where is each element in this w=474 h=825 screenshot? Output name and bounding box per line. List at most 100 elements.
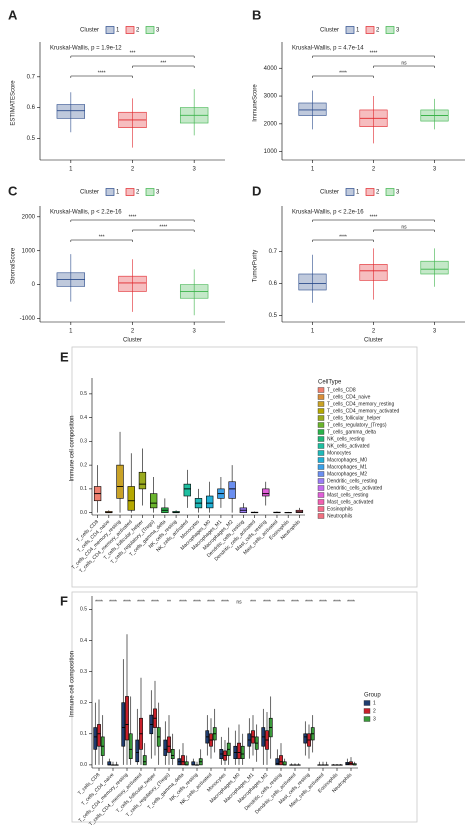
x-tick-label: 2 bbox=[131, 329, 135, 335]
y-axis-label: Immune cell composition bbox=[70, 651, 76, 717]
y-tick-label: 0.0 bbox=[80, 510, 87, 516]
legend-label: 2 bbox=[376, 190, 380, 196]
box bbox=[282, 761, 287, 766]
annotation: Kruskal-Wallis, p < 2.2e-16 bbox=[50, 210, 122, 216]
legend-swatch bbox=[105, 26, 115, 34]
legend-swatch bbox=[345, 188, 355, 196]
legend-swatch bbox=[363, 716, 371, 722]
x-tick-label: 1 bbox=[69, 329, 73, 335]
y-tick-label: 0.6 bbox=[269, 281, 278, 287]
box bbox=[125, 696, 129, 741]
y-axis-label: ESTIMATEScore bbox=[11, 80, 17, 126]
box bbox=[228, 481, 236, 499]
box bbox=[206, 495, 214, 509]
legend-label: Dendritic_cells_resting bbox=[327, 478, 378, 484]
legend-label: T_cells_CD4_memory_activated bbox=[327, 408, 399, 414]
box bbox=[237, 742, 241, 759]
x-axis-label: Cluster bbox=[364, 338, 383, 344]
legend-swatch bbox=[125, 26, 135, 34]
legend-title: Group bbox=[364, 693, 381, 699]
y-tick-label: 1000 bbox=[264, 149, 278, 155]
y-tick-label: 2000 bbox=[22, 214, 36, 220]
comparison-bracket bbox=[312, 75, 374, 78]
panel-label: D bbox=[252, 183, 261, 198]
comparison-bracket bbox=[373, 65, 435, 68]
box bbox=[138, 471, 147, 490]
legend-swatch bbox=[317, 429, 325, 435]
significance-label: *** bbox=[250, 599, 256, 605]
legend-label: 1 bbox=[116, 28, 120, 34]
y-axis-label: Immune cell composition bbox=[70, 415, 76, 481]
significance-label: **** bbox=[151, 599, 159, 605]
legend-label: T_cells_follicular_helper bbox=[327, 415, 381, 421]
significance-label: **** bbox=[193, 599, 201, 605]
significance-label: **** bbox=[179, 599, 187, 605]
y-axis-label: TumorPurity bbox=[253, 250, 259, 282]
legend-swatch bbox=[317, 401, 325, 407]
comparison-bracket bbox=[312, 55, 435, 58]
x-tick-label: 3 bbox=[192, 329, 196, 335]
comparison-label: **** bbox=[129, 214, 137, 220]
y-tick-label: 0.7 bbox=[269, 249, 278, 255]
annotation: Kruskal-Wallis, p < 2.2e-16 bbox=[292, 210, 364, 216]
x-tick-label: 1 bbox=[311, 167, 315, 173]
legend-swatch bbox=[345, 26, 355, 34]
box bbox=[163, 739, 168, 756]
legend-swatch bbox=[317, 415, 325, 421]
legend-title: CellType bbox=[318, 380, 342, 386]
box bbox=[121, 702, 126, 747]
y-tick-label: 0.4 bbox=[80, 415, 87, 421]
y-tick-label: -1000 bbox=[20, 316, 36, 322]
annotation: Kruskal-Wallis, p = 1.9e-12 bbox=[50, 46, 122, 52]
legend-label: Eosinophils bbox=[327, 506, 353, 512]
x-tick-label: 1 bbox=[311, 329, 315, 335]
legend-swatch bbox=[317, 457, 325, 463]
box bbox=[142, 755, 147, 766]
legend-label: 1 bbox=[373, 700, 376, 706]
legend-swatch bbox=[317, 464, 325, 470]
box bbox=[118, 275, 147, 292]
significance-label: **** bbox=[291, 599, 299, 605]
y-tick-label: 0.2 bbox=[80, 462, 87, 468]
y-tick-label: 0.5 bbox=[80, 607, 87, 613]
y-tick-label: 0.3 bbox=[80, 439, 87, 445]
box bbox=[135, 739, 140, 763]
legend-label: Macrophages_M1 bbox=[327, 464, 367, 470]
x-tick-label: 3 bbox=[433, 167, 437, 173]
y-tick-label: 1000 bbox=[22, 248, 36, 254]
box bbox=[420, 260, 449, 275]
comparison-label: **** bbox=[339, 234, 347, 240]
legend-label: Neutrophils bbox=[327, 513, 353, 519]
panel-label: B bbox=[252, 7, 261, 22]
box bbox=[262, 488, 270, 497]
y-tick-label: 0.6 bbox=[27, 105, 36, 111]
significance-label: ** bbox=[167, 599, 171, 605]
comparison-bracket bbox=[312, 239, 374, 242]
y-tick-label: 0.3 bbox=[80, 669, 87, 675]
legend-swatch bbox=[317, 436, 325, 442]
x-tick-label: 2 bbox=[372, 329, 376, 335]
legend-swatch bbox=[145, 26, 155, 34]
legend-swatch bbox=[317, 443, 325, 449]
box bbox=[279, 755, 283, 766]
y-axis-label: StromalScore bbox=[11, 247, 17, 284]
box bbox=[295, 509, 304, 513]
legend-swatch bbox=[317, 499, 325, 505]
significance-label: **** bbox=[207, 599, 215, 605]
legend-label: 2 bbox=[136, 190, 140, 196]
legend-label: NK_cells_activated bbox=[327, 443, 370, 449]
legend-label: Mast_cells_resting bbox=[327, 492, 369, 498]
box bbox=[97, 724, 101, 747]
legend-title: Cluster bbox=[320, 28, 339, 34]
y-tick-label: 0.5 bbox=[80, 391, 87, 397]
x-tick-label: 2 bbox=[131, 167, 135, 173]
significance-label: **** bbox=[221, 599, 229, 605]
legend-swatch bbox=[317, 478, 325, 484]
panel-e-frame bbox=[71, 346, 418, 588]
comparison-label: *** bbox=[99, 234, 105, 240]
legend-swatch bbox=[317, 450, 325, 456]
legend-label: 1 bbox=[356, 28, 360, 34]
x-tick-label: 1 bbox=[69, 167, 73, 173]
